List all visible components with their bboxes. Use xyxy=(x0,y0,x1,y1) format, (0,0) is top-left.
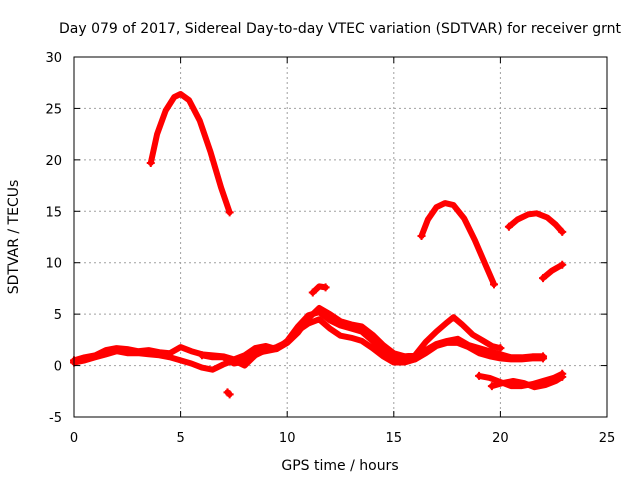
point-marker xyxy=(504,222,513,231)
point-marker xyxy=(197,351,206,360)
series-low-6 xyxy=(488,373,566,391)
point-marker xyxy=(558,372,567,381)
y-tick-label: 10 xyxy=(45,257,62,272)
x-tick-label: 20 xyxy=(492,431,509,446)
y-tick-label: 20 xyxy=(45,154,62,169)
y-tick-label: 25 xyxy=(45,102,62,117)
series-arc-1 xyxy=(147,91,233,216)
series-arc-2 xyxy=(418,200,497,288)
plot-frame xyxy=(73,56,608,418)
series-low-5 xyxy=(476,370,566,390)
y-tick-label: -5 xyxy=(49,411,62,426)
x-tick-label: 0 xyxy=(70,431,78,446)
point-marker xyxy=(417,231,426,240)
point-marker xyxy=(308,288,317,297)
series-arc-3 xyxy=(505,210,566,235)
y-tick-label: 5 xyxy=(54,308,62,323)
y-axis-label: SDTVAR / TECUs xyxy=(6,180,22,295)
y-tick-label: 0 xyxy=(54,360,62,375)
y-tick-label: 30 xyxy=(45,51,62,66)
plot-area xyxy=(70,91,567,399)
point-marker xyxy=(558,260,567,269)
series-arc-4 xyxy=(540,261,566,282)
axes: 0 5 10 15 20 25 -5 0 5 10 15 20 25 30 xyxy=(45,51,615,446)
point-marker xyxy=(539,352,548,361)
x-tick-label: 5 xyxy=(176,431,184,446)
chart-title: Day 079 of 2017, Sidereal Day-to-day VTE… xyxy=(59,21,621,37)
point-marker xyxy=(558,227,567,236)
point-marker xyxy=(539,274,548,283)
series-low-3 xyxy=(198,309,546,367)
point-marker xyxy=(475,371,484,380)
point-marker xyxy=(487,382,496,391)
point-marker xyxy=(146,158,155,167)
point-marker xyxy=(321,283,330,292)
point-marker xyxy=(496,344,505,353)
point-marker xyxy=(225,208,234,217)
point-marker xyxy=(225,390,234,399)
point-marker xyxy=(490,280,499,289)
grid xyxy=(74,57,607,417)
y-tick-label: 15 xyxy=(45,205,62,220)
x-tick-label: 15 xyxy=(386,431,403,446)
x-tick-label: 10 xyxy=(279,431,296,446)
x-tick-label: 25 xyxy=(599,431,616,446)
x-axis-label: GPS time / hours xyxy=(281,458,398,474)
